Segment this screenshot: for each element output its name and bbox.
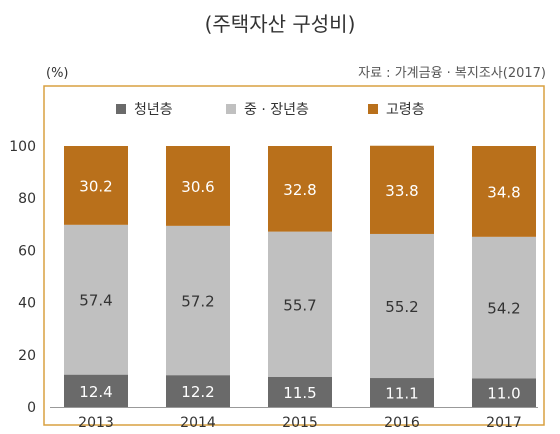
bar-segment	[64, 146, 128, 225]
x-tick-label: 2017	[486, 415, 522, 431]
legend-label: 고령층	[386, 102, 425, 118]
x-tick-label: 2013	[78, 415, 114, 431]
legend-swatch	[116, 104, 126, 114]
bar-segment	[166, 225, 230, 376]
x-tick-label: 2014	[180, 415, 216, 431]
y-tick-label: 60	[18, 243, 36, 259]
bar-segment	[472, 146, 536, 237]
data-label: 30.2	[79, 177, 112, 195]
data-label: 30.6	[181, 178, 214, 196]
y-tick-label: 80	[18, 191, 36, 207]
bar-segment	[166, 375, 230, 407]
data-label: 54.2	[487, 300, 520, 318]
data-label: 11.5	[283, 384, 316, 402]
y-tick-label: 100	[9, 139, 36, 155]
legend-swatch	[226, 104, 236, 114]
bar-segment	[370, 233, 434, 379]
bar-segment	[472, 378, 536, 407]
data-label: 55.2	[385, 298, 418, 316]
data-label: 32.8	[283, 181, 316, 199]
bar-segment	[268, 376, 332, 407]
bar-segment	[370, 378, 434, 407]
x-tick-label: 2016	[384, 415, 420, 431]
bar-segment	[64, 374, 128, 407]
data-label: 12.4	[79, 383, 112, 401]
bar-segment	[472, 236, 536, 379]
y-tick-label: 20	[18, 348, 36, 364]
bar-segment	[268, 231, 332, 377]
bar-segment	[64, 224, 128, 375]
data-label: 11.0	[487, 385, 520, 403]
legend-swatch	[368, 104, 378, 114]
data-label: 55.7	[283, 296, 316, 314]
chart-title: (주택자산 구성비)	[204, 12, 356, 36]
bar-segment	[370, 145, 434, 234]
data-label: 57.4	[79, 292, 112, 310]
y-tick-label: 40	[18, 296, 36, 312]
x-tick-label: 2015	[282, 415, 318, 431]
y-axis-unit: (%)	[46, 66, 69, 81]
data-label: 33.8	[385, 182, 418, 200]
data-label: 12.2	[181, 383, 214, 401]
bar-segment	[268, 146, 332, 232]
bar-segment	[166, 146, 230, 226]
data-label: 34.8	[487, 183, 520, 201]
data-label: 11.1	[385, 385, 418, 403]
legend-label: 중 · 장년층	[244, 102, 309, 118]
data-label: 57.2	[181, 293, 214, 311]
y-tick-label: 0	[27, 400, 36, 416]
source-note: 자료 : 가계금융 · 복지조사(2017)	[358, 66, 546, 81]
legend-label: 청년층	[134, 102, 173, 118]
